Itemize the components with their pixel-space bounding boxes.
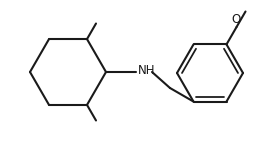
Text: O: O: [232, 13, 241, 26]
Text: NH: NH: [138, 65, 155, 77]
